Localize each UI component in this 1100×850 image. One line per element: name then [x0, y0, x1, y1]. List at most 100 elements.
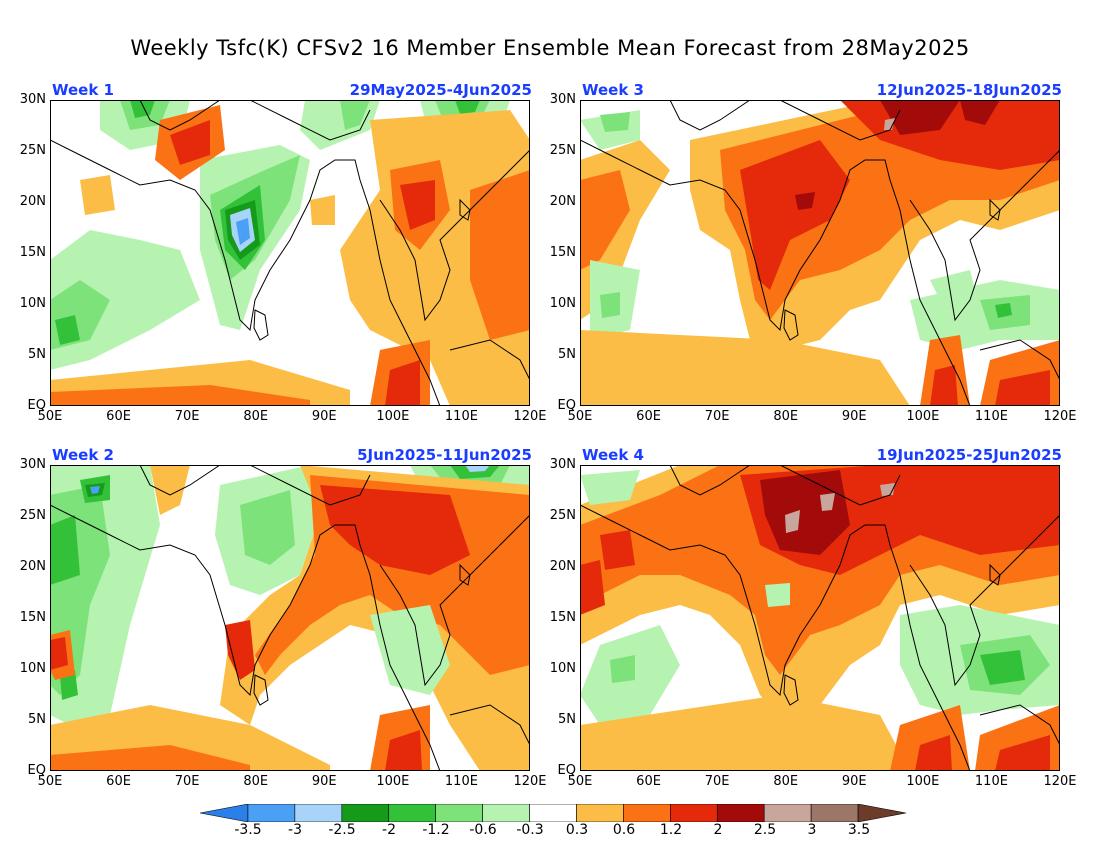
- longitude-tick-label: 70E: [174, 774, 200, 789]
- latitude-tick-label: 30N: [19, 457, 46, 472]
- panel-date-range: 29May2025-4Jun2025: [349, 81, 532, 99]
- longitude-tick-label: 90E: [311, 409, 337, 424]
- longitude-tick-label: 120E: [513, 774, 547, 789]
- longitude-tick-label: 110E: [444, 774, 478, 789]
- colorbar-segment: [763, 804, 812, 822]
- colorbar-tick-label: -2: [382, 822, 396, 838]
- colorbar-tick-label: -0.3: [516, 822, 544, 838]
- panel-week-label: Week 3: [582, 81, 644, 99]
- longitude-tick-label: 100E: [376, 409, 410, 424]
- latitude-tick-label: 25N: [19, 508, 46, 523]
- colorbar-tick-label: -3: [288, 822, 302, 838]
- longitude-tick-label: 100E: [906, 774, 940, 789]
- map-panel-week-4: Week 4 19Jun2025-25Jun2025: [580, 446, 1062, 771]
- latitude-tick-label: EQ: [557, 398, 576, 413]
- latitude-tick-label: 10N: [19, 661, 46, 676]
- panel-date-range: 12Jun2025-18Jun2025: [876, 81, 1062, 99]
- latitude-tick-label: 10N: [549, 296, 576, 311]
- colorbar-segment: [716, 804, 765, 822]
- longitude-tick-label: 80E: [243, 774, 269, 789]
- colorbar-tick-label: 1.2: [659, 822, 683, 838]
- longitude-tick-label: 80E: [243, 409, 269, 424]
- latitude-tick-label: 25N: [549, 143, 576, 158]
- longitude-tick-label: 90E: [311, 774, 337, 789]
- longitude-tick-label: 60E: [636, 409, 661, 424]
- longitude-tick-label: 80E: [773, 409, 799, 424]
- colorbar-tick-label: -3.5: [234, 822, 262, 838]
- figure-title: Weekly Tsfc(K) CFSv2 16 Member Ensemble …: [130, 36, 970, 60]
- longitude-tick-label: 120E: [1043, 774, 1077, 789]
- longitude-tick-label: 110E: [444, 409, 478, 424]
- colorbar-segment: [857, 804, 907, 822]
- colorbar-segment: [200, 804, 249, 822]
- panel-week-label: Week 4: [582, 446, 644, 464]
- colorbar-tick-label: -1.2: [422, 822, 450, 838]
- latitude-tick-label: 25N: [19, 143, 46, 158]
- latitude-tick-label: 20N: [19, 559, 46, 574]
- panel-week-label: Week 1: [52, 81, 114, 99]
- longitude-tick-label: 90E: [841, 774, 867, 789]
- latitude-tick-label: 20N: [549, 559, 576, 574]
- latitude-tick-label: 30N: [19, 92, 46, 107]
- longitude-tick-label: 110E: [974, 774, 1008, 789]
- colorbar-tick-label: -2.5: [328, 822, 356, 838]
- colorbar-segment: [482, 804, 530, 822]
- longitude-tick-label: 100E: [376, 774, 410, 789]
- latitude-tick-label: 5N: [558, 712, 576, 727]
- colorbar-tick-label: 2: [713, 822, 723, 838]
- latitude-tick-label: 10N: [19, 296, 46, 311]
- latitude-tick-label: EQ: [27, 398, 46, 413]
- colorbar-segment: [529, 804, 577, 822]
- latitude-tick-label: 5N: [28, 347, 46, 362]
- panel-date-range: 19Jun2025-25Jun2025: [876, 446, 1062, 464]
- longitude-tick-label: 70E: [704, 409, 730, 424]
- colorbar-tick-label: 2.5: [753, 822, 777, 838]
- longitude-tick-label: 50E: [37, 409, 63, 424]
- temperature-anomaly-map: [50, 100, 530, 406]
- colorbar-segment: [810, 804, 859, 822]
- colorbar-segment: [623, 804, 671, 822]
- temperature-anomaly-map: [580, 100, 1060, 406]
- colorbar-segment: [247, 804, 296, 822]
- colorbar-tick-label: 3: [807, 822, 817, 838]
- longitude-tick-label: 60E: [636, 774, 661, 789]
- map-panel-week-1: Week 1 29May2025-4Jun2025: [50, 81, 532, 406]
- colorbar-tick-label: -0.6: [469, 822, 497, 838]
- latitude-tick-label: 20N: [19, 194, 46, 209]
- colorbar-tick-label: 0.3: [565, 822, 589, 838]
- longitude-tick-label: 120E: [1043, 409, 1077, 424]
- longitude-tick-label: 110E: [974, 409, 1008, 424]
- latitude-tick-label: 15N: [549, 245, 576, 260]
- longitude-tick-label: 100E: [906, 409, 940, 424]
- colorbar-segment: [341, 804, 390, 822]
- latitude-tick-label: 5N: [558, 347, 576, 362]
- colorbar-tick-label: 3.5: [847, 822, 871, 838]
- longitude-tick-label: 90E: [841, 409, 867, 424]
- colorbar-segment: [294, 804, 343, 822]
- latitude-tick-label: 15N: [19, 245, 46, 260]
- panel-date-range: 5Jun2025-11Jun2025: [357, 446, 532, 464]
- temperature-anomaly-map: [580, 465, 1060, 771]
- longitude-tick-label: 80E: [773, 774, 799, 789]
- longitude-tick-label: 50E: [567, 774, 593, 789]
- latitude-tick-label: 20N: [549, 194, 576, 209]
- latitude-tick-label: 15N: [19, 610, 46, 625]
- colorbar-segment: [388, 804, 436, 822]
- latitude-tick-label: 5N: [28, 712, 46, 727]
- longitude-tick-label: 50E: [567, 409, 593, 424]
- latitude-tick-label: EQ: [27, 763, 46, 778]
- latitude-tick-label: 15N: [549, 610, 576, 625]
- colorbar: [200, 804, 907, 822]
- temperature-anomaly-map: [50, 465, 530, 771]
- longitude-tick-label: 120E: [513, 409, 547, 424]
- colorbar-tick-label: 0.6: [612, 822, 636, 838]
- panel-week-label: Week 2: [52, 446, 114, 464]
- latitude-tick-label: 25N: [549, 508, 576, 523]
- longitude-tick-label: 70E: [174, 409, 200, 424]
- colorbar-segment: [576, 804, 624, 822]
- colorbar-segment: [435, 804, 483, 822]
- map-panel-week-3: Week 3 12Jun2025-18Jun2025: [580, 81, 1062, 406]
- latitude-tick-label: 30N: [549, 92, 576, 107]
- longitude-tick-label: 70E: [704, 774, 730, 789]
- latitude-tick-label: 30N: [549, 457, 576, 472]
